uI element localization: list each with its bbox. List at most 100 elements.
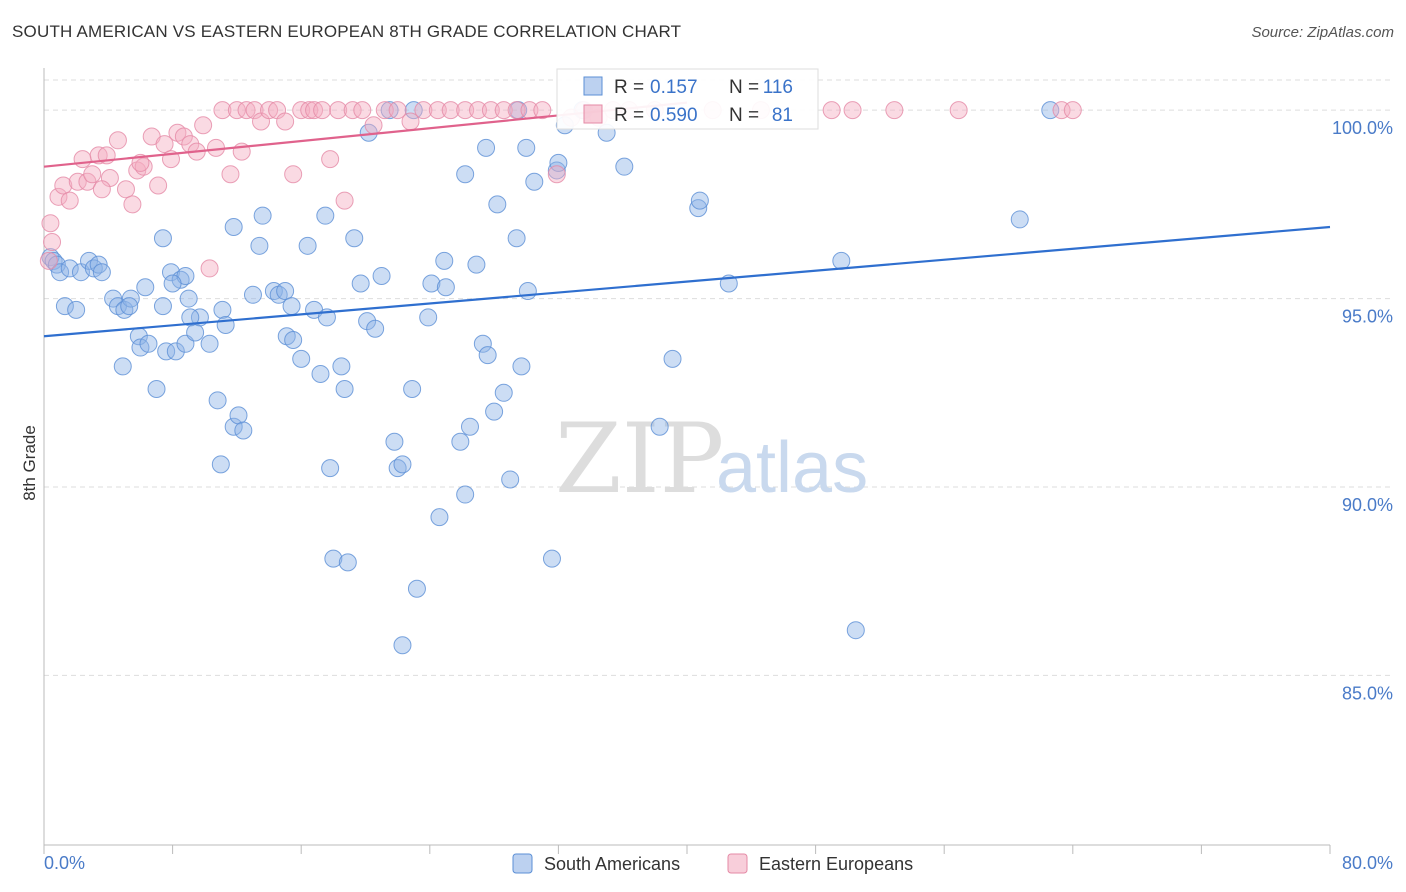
data-point [477,138,496,157]
data-point [846,621,865,640]
data-point [208,391,227,410]
data-point [276,112,295,131]
data-point [549,153,568,172]
x-tick-label: 0.0% [44,853,85,873]
data-point [542,549,561,568]
data-point [186,323,205,342]
data-point [224,217,243,236]
data-point [179,289,198,308]
data-point [366,319,385,338]
data-point [298,236,317,255]
data-point [166,342,185,361]
data-point [229,406,248,425]
data-point [494,383,513,402]
data-point [83,165,102,184]
data-point [547,165,566,184]
data-point [422,274,441,293]
data-point [41,214,60,233]
data-point [284,331,303,350]
data-point [364,116,383,135]
data-point [174,127,193,146]
data-point [650,417,669,436]
data-point [467,255,486,274]
data-point [456,101,475,120]
axes: 0.0% 80.0% [43,68,1393,873]
data-point [547,161,566,180]
data-point [139,334,158,353]
data-point [211,455,230,474]
data-point [478,346,497,365]
stats-swatch [583,104,603,124]
watermark: ZIP atlas [555,403,868,515]
data-point [200,259,219,278]
n-value: 81 [772,105,793,126]
data-point [43,233,62,252]
data-point [414,101,433,120]
data-point [451,432,470,451]
data-point [227,101,246,120]
south-americans-points [41,101,1060,655]
gridlines: 100.0% 95.0% 90.0% 85.0% [44,79,1393,703]
data-point [149,176,168,195]
data-point [300,101,319,120]
data-point [525,172,544,191]
data-point [456,165,475,184]
data-point [121,289,140,308]
data-point [388,101,407,120]
data-point [372,266,391,285]
data-point [49,187,68,206]
data-point [441,101,460,120]
data-point [428,101,447,120]
data-point [533,101,552,120]
data-point [885,101,904,120]
data-point [351,274,370,293]
data-point [216,315,235,334]
legend: South Americans Eastern Europeans [512,853,913,874]
y-axis-label: 8th Grade [20,425,39,501]
data-point [335,380,354,399]
watermark-zip: ZIP [555,403,724,515]
data-point [329,101,348,120]
data-point [60,259,79,278]
data-point [153,297,172,316]
r-label: R = [614,77,644,98]
data-point [113,357,132,376]
data-point [324,549,343,568]
data-point [92,263,111,282]
data-point [512,357,531,376]
data-point [39,251,58,270]
data-point [73,150,92,169]
y-tick-label: 85.0% [1342,683,1393,703]
data-point [253,206,272,225]
data-point [435,251,454,270]
legend-label: Eastern Europeans [759,854,913,874]
data-point [469,101,488,120]
data-point [393,455,412,474]
data-point [518,282,537,301]
data-point [663,349,682,368]
x-tick-label: 80.0% [1342,853,1393,873]
data-point [1063,101,1082,120]
data-point [517,138,536,157]
data-point [153,229,172,248]
data-point [343,101,362,120]
data-point [51,263,70,282]
data-point [136,278,155,297]
data-point [332,357,351,376]
data-point [284,165,303,184]
n-value: 116 [763,77,793,98]
data-point [120,297,139,316]
data-point [224,417,243,436]
r-value: 0.590 [650,105,698,126]
data-point [282,297,301,316]
data-point [843,101,862,120]
data-point [200,334,219,353]
data-point [615,157,634,176]
data-point [116,180,135,199]
data-point [131,153,150,172]
data-point [155,135,174,154]
data-point [161,263,180,282]
data-point [213,300,232,319]
data-point [338,553,357,572]
